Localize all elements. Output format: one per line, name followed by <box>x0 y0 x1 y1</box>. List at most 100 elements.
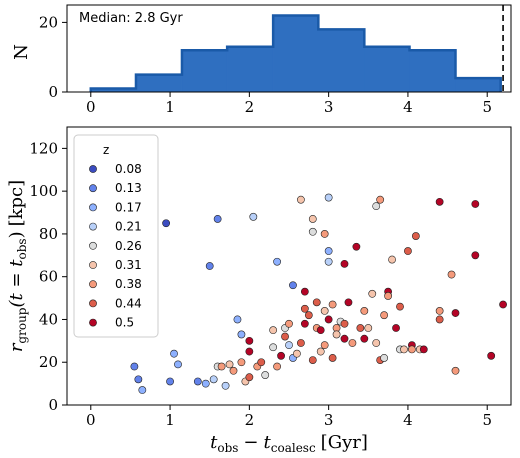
histogram-y-label: N <box>11 44 32 60</box>
scatter-point <box>352 242 361 251</box>
scatter-point <box>277 351 285 360</box>
histogram-bar <box>272 15 319 93</box>
histogram-bar <box>318 29 365 93</box>
scatter-point <box>419 345 428 354</box>
histogram-bar <box>181 49 228 93</box>
scatter-point <box>193 377 202 386</box>
legend-entry-label: 0.44 <box>115 296 142 310</box>
scatter-point <box>213 215 222 223</box>
scatter-point <box>471 251 480 260</box>
legend-marker <box>89 203 97 212</box>
scatter-point <box>245 347 254 356</box>
scatter-point <box>356 324 365 332</box>
scatter-x-ticks: 0 1 2 3 4 5 <box>86 405 492 429</box>
scatter-point <box>396 302 404 311</box>
legend-marker <box>89 165 97 173</box>
scatter-point <box>308 227 317 236</box>
scatter-point <box>130 362 139 371</box>
histogram-x-ticks: 0 1 2 3 4 5 <box>86 92 492 116</box>
scatter-point <box>269 326 278 335</box>
scatter-point <box>340 259 349 268</box>
scatter-point <box>487 351 496 360</box>
legend-marker <box>89 299 97 308</box>
histogram-y-tick-label: 20 <box>39 13 58 31</box>
scatter-point <box>360 307 369 315</box>
histogram-x-tick-label: 3 <box>324 98 334 116</box>
scatter-point <box>340 319 349 328</box>
scatter-point <box>300 304 309 313</box>
scatter-point <box>304 311 313 320</box>
legend-marker <box>89 222 97 231</box>
y-label-arg-sub: obs <box>15 238 29 259</box>
histogram-bar <box>135 74 183 93</box>
scatter-point <box>296 339 305 347</box>
scatter-point <box>229 366 238 375</box>
legend-marker <box>89 318 97 327</box>
scatter-point <box>400 345 408 354</box>
scatter-point <box>249 212 258 221</box>
scatter-point <box>404 247 412 255</box>
scatter-point <box>340 334 349 343</box>
scatter-point <box>300 319 309 328</box>
scatter-y-tick-label: 60 <box>39 268 58 286</box>
scatter-y-tick-label: 40 <box>39 310 58 328</box>
y-label-unit: [kpc] <box>6 180 27 227</box>
scatter-point <box>308 215 317 223</box>
scatter-point <box>392 324 400 332</box>
histogram-frame <box>66 4 512 93</box>
x-label-main-2: t <box>264 432 272 453</box>
scatter-point <box>134 375 143 384</box>
scatter-point <box>225 360 234 369</box>
scatter-point <box>344 298 353 307</box>
scatter-x-tick-label: 4 <box>403 411 413 429</box>
legend-entry-label: 0.5 <box>115 316 134 330</box>
legend-marker <box>89 261 97 269</box>
legend-entry-label: 0.26 <box>115 239 142 253</box>
scatter-point <box>269 343 278 352</box>
scatter-point <box>435 307 444 315</box>
scatter-point <box>324 315 333 324</box>
histogram-panel: 0 1 2 3 4 5 0 20 Median: 2.8 Gyr N <box>11 4 512 116</box>
scatter-point <box>388 255 396 264</box>
scatter-point <box>209 375 218 384</box>
scatter-point <box>281 332 289 341</box>
histogram-outline <box>89 14 502 92</box>
scatter-point <box>221 381 230 390</box>
legend-entry-label: 0.38 <box>115 277 142 291</box>
scatter-point <box>380 311 389 320</box>
y-label-main: r <box>6 342 27 352</box>
scatter-y-tick-label: 80 <box>39 225 58 243</box>
scatter-point <box>205 262 214 270</box>
scatter-point <box>217 362 226 371</box>
scatter-point <box>499 300 507 309</box>
scatter-point <box>324 193 333 202</box>
legend-marker <box>89 280 97 289</box>
histogram-x-tick-label: 0 <box>86 98 96 116</box>
histogram-x-tick-label: 4 <box>403 98 413 116</box>
y-label-arg-open: (t = t <box>6 259 27 308</box>
scatter-point <box>273 362 282 371</box>
scatter-y-tick-label: 100 <box>29 182 58 200</box>
legend-marker <box>89 184 97 193</box>
scatter-point <box>364 324 373 332</box>
scatter-point <box>316 347 325 356</box>
scatter-point <box>447 270 456 279</box>
scatter-point <box>316 326 325 335</box>
scatter-y-tick-label: 0 <box>48 396 58 414</box>
scatter-point <box>384 292 393 300</box>
histogram-y-tick-label: 0 <box>48 83 58 101</box>
scatter-point <box>328 354 337 362</box>
scatter-x-tick-label: 1 <box>165 411 175 429</box>
scatter-point <box>332 330 341 339</box>
scatter-point <box>435 315 444 324</box>
histogram-bars <box>89 14 502 93</box>
scatter-point <box>261 371 270 379</box>
scatter-point <box>233 315 242 324</box>
scatter-point <box>324 257 333 266</box>
scatter-point <box>273 257 282 266</box>
y-label-sub: group <box>15 307 29 343</box>
scatter-x-tick-label: 3 <box>324 411 334 429</box>
scatter-point <box>407 345 416 354</box>
scatter-y-ticks: 0 20 40 60 80 100 120 <box>29 139 67 414</box>
scatter-point <box>451 309 460 317</box>
